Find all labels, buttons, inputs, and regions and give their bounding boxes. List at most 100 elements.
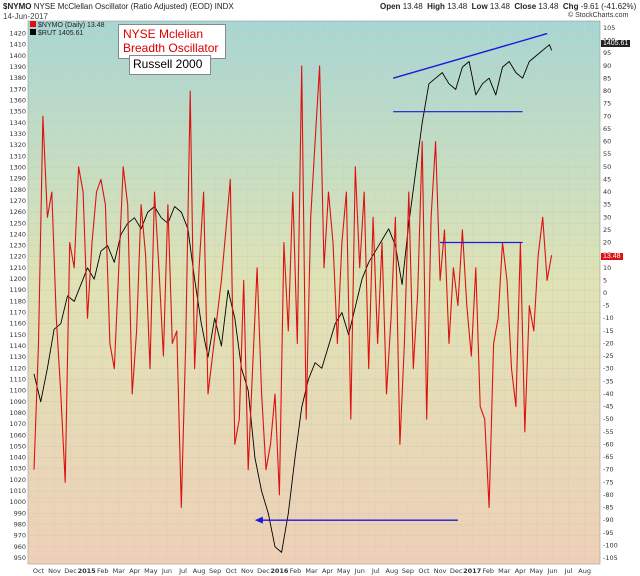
right-tick-label: -65 [603, 453, 614, 461]
left-tick-label: 1420 [9, 30, 26, 38]
right-tick-label: -25 [603, 352, 614, 360]
x-tick-label: Apr [129, 567, 141, 575]
x-tick-label: 2015 [78, 567, 97, 575]
x-tick-label: May [337, 567, 351, 575]
legend-rut: $RUT 1405.61 [30, 29, 105, 37]
price-summary: Open 13.48 High 13.48 Low 13.48 Close 13… [380, 2, 637, 11]
plot-area [27, 20, 601, 565]
x-tick-label: Jun [354, 567, 365, 575]
right-tick-label: -40 [603, 390, 614, 398]
left-tick-label: 1150 [9, 331, 26, 339]
left-tick-label: 1280 [9, 186, 26, 194]
right-tick-label: 10 [603, 264, 611, 272]
x-tick-label: Jul [564, 567, 573, 575]
right-tick-label: -80 [603, 491, 614, 499]
series-line-rut [33, 44, 553, 553]
left-axis: 950 960 970 980 990 1000 1010 1020 1030 1040 1050 1… [9, 30, 26, 562]
x-tick-label: Aug [386, 567, 399, 575]
right-tick-label: 50 [603, 163, 611, 171]
left-tick-label: 1190 [9, 286, 26, 294]
series-group [33, 44, 553, 553]
left-tick-label: 990 [14, 509, 26, 517]
left-tick-label: 1060 [9, 431, 26, 439]
last-value-rut: 1405.61 [601, 40, 631, 47]
x-tick-label: Feb [482, 567, 494, 575]
x-tick-label: 2017 [463, 567, 481, 575]
left-tick-label: 1040 [9, 454, 26, 462]
x-tick-label: Nov [48, 567, 61, 575]
left-tick-label: 1100 [9, 387, 26, 395]
x-tick-label: Nov [241, 567, 254, 575]
left-tick-label: 1000 [9, 498, 26, 506]
right-tick-label: -75 [603, 478, 614, 486]
right-tick-label: 105 [603, 24, 615, 32]
left-tick-label: 1210 [9, 264, 26, 272]
left-tick-label: 1020 [9, 476, 26, 484]
x-tick-label: Jun [161, 567, 172, 575]
right-tick-label: -60 [603, 440, 614, 448]
x-tick-label: Feb [290, 567, 302, 575]
right-tick-label: -100 [603, 541, 618, 549]
right-tick-label: 45 [603, 175, 611, 183]
left-tick-label: 1030 [9, 465, 26, 473]
left-tick-label: 1140 [9, 342, 26, 350]
x-tick-label: Oct [226, 567, 238, 575]
chart-title: $NYMO NYSE McClellan Oscillator (Ratio A… [3, 2, 234, 11]
right-tick-label: 70 [603, 112, 611, 120]
right-tick-label: -90 [603, 516, 614, 524]
left-tick-label: 970 [14, 532, 26, 540]
left-tick-label: 1090 [9, 398, 26, 406]
right-tick-label: -55 [603, 428, 614, 436]
right-tick-label: -95 [603, 529, 614, 537]
left-tick-label: 1080 [9, 409, 26, 417]
left-tick-label: 1330 [9, 130, 26, 138]
left-tick-label: 1290 [9, 175, 26, 183]
right-tick-label: -85 [603, 504, 614, 512]
left-tick-label: 1130 [9, 353, 26, 361]
left-tick-label: 1400 [9, 52, 26, 60]
right-tick-label: 75 [603, 100, 611, 108]
right-tick-label: -15 [603, 327, 614, 335]
left-tick-label: 1180 [9, 297, 26, 305]
left-tick-label: 980 [14, 521, 26, 529]
right-tick-label: -70 [603, 466, 614, 474]
right-tick-label: 60 [603, 138, 611, 146]
right-tick-label: -30 [603, 365, 614, 373]
x-tick-label: Sep [402, 567, 414, 575]
x-tick-label: May [530, 567, 544, 575]
left-tick-label: 1370 [9, 85, 26, 93]
x-tick-label: Feb [97, 567, 109, 575]
left-tick-label: 1200 [9, 275, 26, 283]
left-tick-label: 1360 [9, 97, 26, 105]
left-tick-label: 1380 [9, 74, 26, 82]
right-tick-label: -20 [603, 339, 614, 347]
x-tick-label: Oct [418, 567, 430, 575]
left-tick-label: 1250 [9, 219, 26, 227]
left-tick-label: 1270 [9, 197, 26, 205]
left-tick-label: 1170 [9, 309, 26, 317]
left-tick-label: 1050 [9, 442, 26, 450]
right-tick-label: 25 [603, 226, 611, 234]
x-tick-label: May [144, 567, 158, 575]
legend-nymo: $NYMO (Daily) 13.48 [30, 21, 105, 29]
left-tick-label: 1310 [9, 152, 26, 160]
annotations-group [254, 32, 548, 524]
left-tick-label: 1390 [9, 63, 26, 71]
x-tick-label: Sep [209, 567, 221, 575]
oscillator-label: NYSE Mclelian Breadth Oscillator [118, 24, 226, 59]
right-tick-label: 65 [603, 125, 611, 133]
left-tick-label: 1260 [9, 208, 26, 216]
x-tick-label: Jul [371, 567, 380, 575]
left-tick-label: 1410 [9, 41, 26, 49]
left-tick-label: 950 [14, 554, 26, 562]
left-tick-label: 1160 [9, 320, 26, 328]
x-tick-label: Dec [64, 567, 77, 575]
left-tick-label: 1110 [9, 375, 26, 383]
x-tick-label: Dec [257, 567, 270, 575]
x-tick-label: Oct [33, 567, 45, 575]
left-tick-label: 1320 [9, 141, 26, 149]
right-axis: -105-100-95-90-85-80-75-70-65-60-55-50-4… [603, 24, 618, 562]
right-tick-label: -10 [603, 314, 614, 322]
right-tick-label: -45 [603, 403, 614, 411]
right-tick-label: 20 [603, 239, 611, 247]
